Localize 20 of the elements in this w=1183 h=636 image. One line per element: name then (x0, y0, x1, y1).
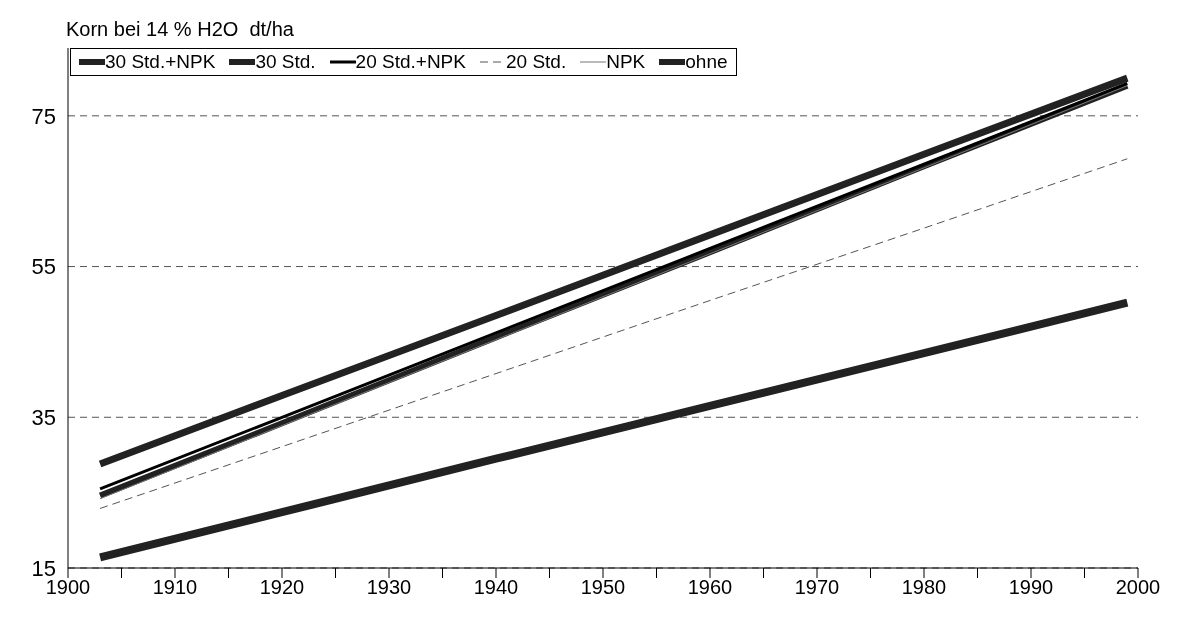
legend-label: 30 Std.+NPK (105, 51, 216, 73)
y-axis-title: Korn bei 14 % H2O dt/ha (66, 18, 294, 41)
legend-label: NPK (606, 51, 646, 73)
x-tick-label: 1950 (580, 576, 626, 599)
x-tick-label: 1990 (1008, 576, 1054, 599)
x-tick-label: 1910 (152, 576, 198, 599)
legend-label: 30 Std. (255, 51, 316, 73)
legend-label: 20 Std.+NPK (355, 51, 466, 73)
y-tick-label: 55 (31, 254, 56, 280)
x-tick-label: 1940 (473, 576, 519, 599)
x-tick-label: 1970 (794, 576, 840, 599)
legend-label: 20 Std. (505, 51, 567, 73)
x-tick-label: 1980 (901, 576, 947, 599)
y-tick-label: 75 (31, 103, 56, 129)
y-tick-label: 35 (31, 405, 56, 431)
x-tick-label: 1930 (366, 576, 412, 599)
x-tick-label: 1920 (259, 576, 305, 599)
x-tick-label: 1960 (687, 576, 733, 599)
legend-label: ohne (685, 51, 728, 73)
x-tick-label: 2000 (1115, 576, 1161, 599)
